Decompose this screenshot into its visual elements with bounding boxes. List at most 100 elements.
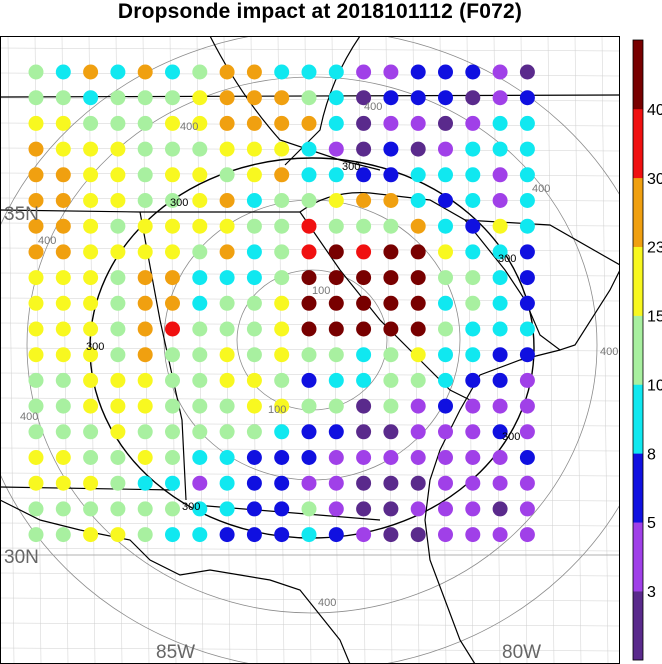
- county-line: [0, 647, 620, 652]
- impact-dot: [301, 424, 317, 440]
- impact-dot: [519, 424, 535, 440]
- impact-dot: [192, 347, 208, 363]
- impact-dot: [274, 218, 290, 234]
- impact-dot: [301, 193, 317, 208]
- impact-dot: [165, 347, 180, 363]
- impact-dot: [410, 167, 426, 183]
- impact-dot: [383, 244, 399, 260]
- impact-dot: [383, 115, 399, 131]
- impact-dot: [55, 372, 71, 388]
- impact-dot: [492, 193, 508, 208]
- impact-dot: [519, 218, 535, 234]
- impact-dot: [383, 167, 399, 183]
- impact-dot: [219, 193, 235, 208]
- impact-dot: [246, 424, 262, 440]
- impact-dot: [328, 90, 344, 106]
- impact-dot: [28, 398, 44, 414]
- impact-dot: [110, 398, 126, 414]
- colorbar-tick-label: 5: [647, 515, 656, 532]
- impact-dot: [274, 295, 290, 311]
- label-300: 300: [498, 253, 516, 265]
- label-300: 300: [342, 161, 360, 173]
- impact-dot: [219, 270, 235, 286]
- impact-dot: [192, 193, 208, 208]
- impact-dot: [465, 321, 481, 337]
- impact-dot: [110, 321, 126, 337]
- impact-dot: [465, 450, 481, 465]
- impact-dot: [519, 193, 535, 208]
- impact-dot: [137, 398, 153, 414]
- impact-dot: [301, 295, 317, 311]
- impact-dot: [465, 244, 481, 260]
- impact-dot: [492, 141, 508, 157]
- impact-dot: [274, 347, 290, 363]
- impact-dot: [274, 141, 290, 157]
- impact-dot: [274, 167, 290, 183]
- impact-dot: [137, 193, 153, 208]
- impact-dot: [492, 244, 508, 260]
- impact-dot: [55, 424, 71, 440]
- label-400: 400: [318, 597, 336, 609]
- gulf-coast: [0, 499, 351, 664]
- impact-dot: [438, 244, 453, 260]
- impact-dot: [246, 295, 262, 311]
- colorbar-segment: [633, 384, 643, 454]
- county-line: [574, 36, 582, 664]
- nc-sc-border: [464, 219, 620, 266]
- impact-dot: [83, 167, 99, 183]
- impact-dot: [274, 450, 290, 465]
- impact-dot: [55, 295, 71, 311]
- impact-dot: [383, 527, 399, 543]
- impact-dot: [301, 90, 317, 106]
- impact-dot: [328, 244, 344, 260]
- impact-dot: [219, 64, 235, 80]
- county-line: [7, 36, 15, 664]
- impact-dot: [383, 321, 399, 337]
- impact-dot: [165, 295, 180, 311]
- impact-dot: [328, 193, 344, 208]
- impact-dot: [356, 141, 372, 157]
- impact-dot: [274, 115, 290, 131]
- impact-dot: [301, 450, 317, 465]
- impact-dot: [438, 115, 453, 131]
- impact-dot: [110, 501, 126, 517]
- impact-dot: [137, 218, 153, 234]
- impact-dot: [110, 372, 126, 388]
- impact-dot: [28, 244, 44, 260]
- impact-dot: [192, 321, 208, 337]
- impact-dot: [28, 270, 44, 286]
- impact-dot: [110, 527, 126, 543]
- impact-dot: [55, 450, 71, 465]
- impact-dot: [165, 90, 180, 106]
- impact-dot: [274, 64, 290, 80]
- alabama-west: [139, 211, 187, 501]
- impact-dot: [438, 398, 453, 414]
- impact-dot: [465, 501, 481, 517]
- impact-dot: [219, 321, 235, 337]
- county-line: [0, 522, 620, 527]
- impact-dot: [110, 193, 126, 208]
- label-400: 400: [20, 411, 38, 423]
- impact-dot: [110, 295, 126, 311]
- impact-dot: [137, 270, 153, 286]
- impact-dot: [246, 115, 262, 131]
- impact-dot: [328, 321, 344, 337]
- impact-dot: [301, 372, 317, 388]
- impact-dot: [28, 167, 44, 183]
- impact-dot: [192, 218, 208, 234]
- impact-dot: [519, 475, 535, 491]
- impact-dot: [83, 64, 99, 80]
- impact-dot: [219, 450, 235, 465]
- impact-dot: [137, 90, 153, 106]
- impact-dot: [438, 527, 453, 543]
- impact-dot: [301, 167, 317, 183]
- impact-dot: [383, 141, 399, 157]
- impact-dot: [83, 193, 99, 208]
- impact-dot: [301, 527, 317, 543]
- impact-dot: [301, 115, 317, 131]
- impact-dot: [383, 347, 399, 363]
- impact-dot: [219, 372, 235, 388]
- impact-dot: [219, 244, 235, 260]
- impact-dot: [383, 398, 399, 414]
- impact-dot: [356, 115, 372, 131]
